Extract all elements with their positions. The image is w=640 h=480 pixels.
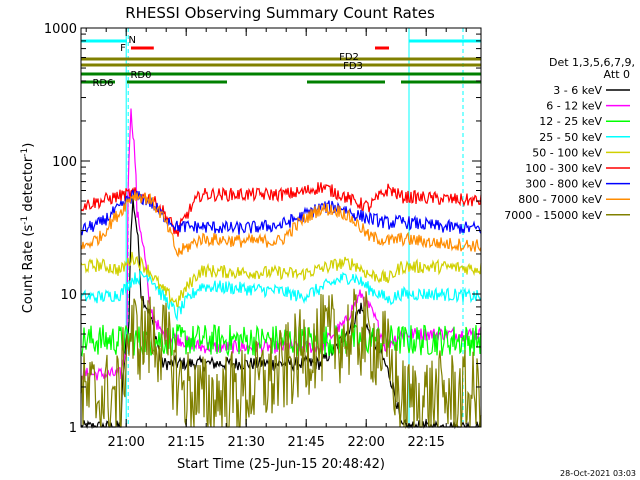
x-tick-label: 21:15 [167,435,204,450]
plot-frame [80,27,482,428]
legend-label: 50 - 100 keV [532,146,602,159]
date-stamp: 28-Oct-2021 03:03 [560,469,636,478]
legend-label: 25 - 50 keV [539,131,602,144]
series-line [80,251,482,308]
y-tick-label: 1000 [44,22,77,37]
legend-header: Det 1,3,5,6,7,9, [549,56,635,69]
flag-bar-label: FD2 [339,52,359,63]
y-axis: 1 10 100 1000 [44,22,481,436]
y-axis-label-sup: -1 [20,216,30,225]
legend-label: 300 - 800 keV [525,178,602,191]
series-line [80,288,482,430]
y-axis-label-part: Count Rate (s [21,225,36,314]
y-tick-label: 100 [52,155,77,170]
legend-label: 3 - 6 keV [553,84,602,97]
x-axis-label: Start Time (25-Jun-15 20:48:42) [177,457,385,472]
series-line [80,191,482,258]
y-tick-label: 1 [69,421,77,436]
y-axis-label-part: detector [21,156,36,216]
legend-label: 12 - 25 keV [539,115,602,128]
legend-label: 7000 - 15000 keV [504,209,602,222]
flag-bar-label: FD3 [343,61,363,72]
y-axis-label-part: ) [21,143,36,148]
x-tick-label: 22:00 [347,435,384,450]
flag-bar-label: RD0 [130,70,151,81]
flag-bar-label: RD6 [92,78,113,89]
legend-label: 100 - 300 keV [525,162,602,175]
legend-label: 800 - 7000 keV [518,193,602,206]
legend: Det 1,3,5,6,7,9,Att 03 - 6 keV 6 - 12 keV… [504,56,635,222]
legend-label: 6 - 12 keV [546,100,602,113]
x-tick-label: 22:15 [407,435,444,450]
y-axis-label: Count Rate (s-1 detector-1) [20,143,36,314]
flag-bar-label: F [120,43,126,54]
x-tick-label: 21:30 [227,435,264,450]
series-line [80,270,482,322]
x-tick-label: 21:45 [287,435,324,450]
x-tick-label: 21:00 [107,435,144,450]
y-axis-label-sup: -1 [20,148,30,157]
y-tick-label: 10 [60,288,77,303]
x-axis: 21:00 21:15 21:30 21:45 22:00 22:15 [85,28,467,450]
flag-bar-label: N [128,35,135,46]
legend-header: Att 0 [604,68,630,81]
chart-title: RHESSI Observing Summary Count Rates [125,4,435,22]
